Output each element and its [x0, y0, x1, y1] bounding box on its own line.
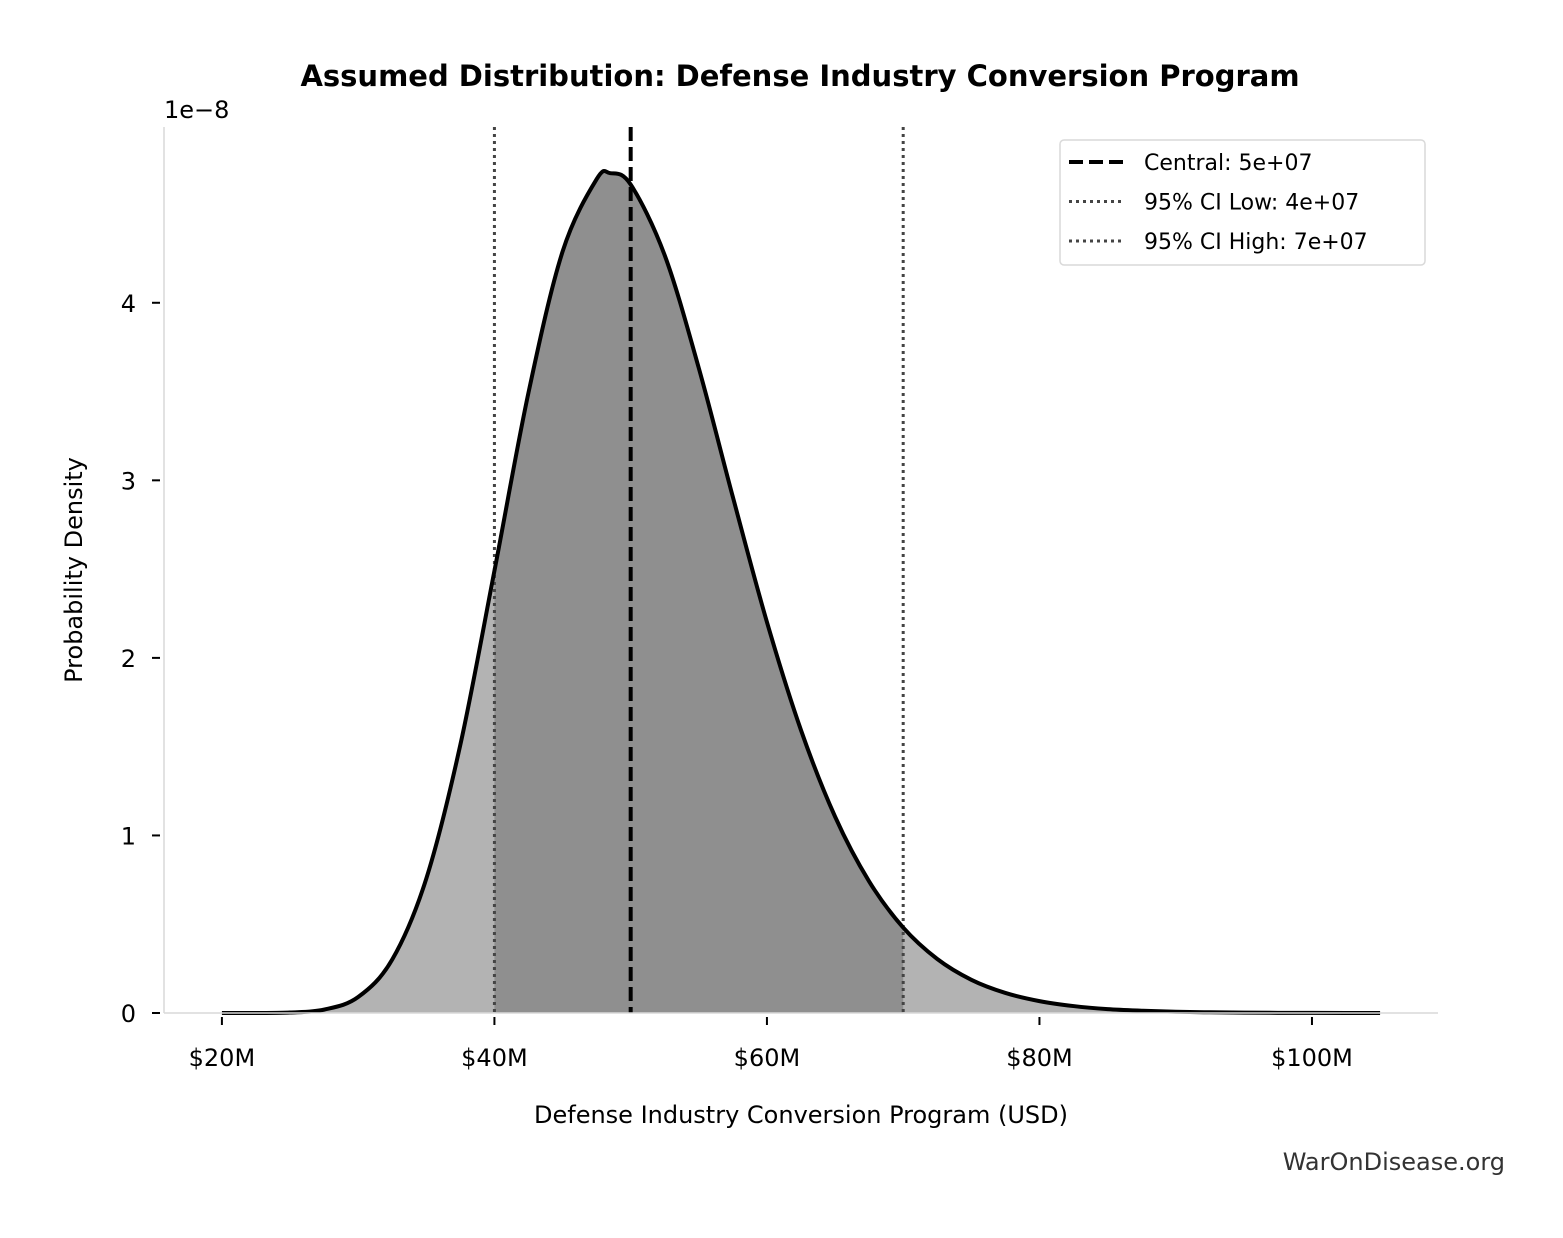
- watermark: WarOnDisease.org: [1283, 1148, 1505, 1176]
- y-tick-label: 0: [121, 1000, 136, 1028]
- x-axis-label: Defense Industry Conversion Program (USD…: [534, 1101, 1068, 1129]
- legend-label-2: 95% CI High: 7e+07: [1144, 230, 1368, 255]
- legend: Central: 5e+07 95% CI Low: 4e+07 95% CI Hi…: [1059, 139, 1426, 266]
- y-offset-label: 1e−8: [164, 96, 229, 124]
- y-tick-label: 4: [121, 290, 136, 318]
- y-tick-label: 2: [121, 645, 136, 673]
- density-curve: [221, 168, 1381, 1016]
- x-tick-label: $40M: [461, 1044, 528, 1072]
- legend-label-1: 95% CI Low: 4e+07: [1144, 191, 1359, 216]
- x-tick-label: $80M: [1006, 1044, 1073, 1072]
- y-tick-label: 3: [121, 467, 136, 495]
- y-tick-label: 1: [121, 822, 136, 850]
- y-axis-label: Probability Density: [60, 457, 88, 683]
- x-tick-label: $20M: [189, 1044, 256, 1072]
- legend-box: [1059, 139, 1426, 266]
- x-tick-label: $100M: [1271, 1044, 1353, 1072]
- ci-fill-area: [494, 170, 904, 1013]
- x-tick-label: $60M: [734, 1044, 801, 1072]
- chart-title: Assumed Distribution: Defense Industry C…: [300, 59, 1299, 93]
- legend-label-0: Central: 5e+07: [1144, 151, 1312, 176]
